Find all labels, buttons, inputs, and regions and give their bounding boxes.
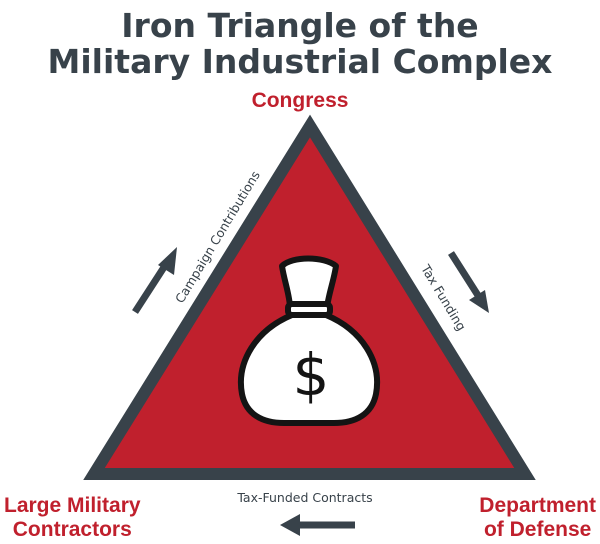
node-department-of-defense: Department of Defense — [479, 494, 596, 542]
arrow-up-right-icon — [132, 247, 177, 314]
node-dod-line-2: of Defense — [483, 518, 592, 541]
node-dod-line-1: Department — [479, 494, 596, 517]
arrow-left-icon — [280, 514, 355, 536]
arrow-down-right-icon — [448, 251, 489, 313]
title-line-2: Military Industrial Complex — [47, 42, 553, 81]
edge-label-tax-funded-contracts: Tax-Funded Contracts — [237, 490, 373, 505]
node-congress: Congress — [251, 89, 349, 112]
title-line-1: Iron Triangle of the — [121, 6, 479, 45]
money-bag-icon — [238, 255, 380, 426]
node-large-military-contractors: Large Military Contractors — [4, 494, 141, 542]
node-contractors-line-2: Contractors — [12, 518, 132, 541]
node-contractors-line-1: Large Military — [4, 494, 141, 517]
dollar-sign-icon: $ — [293, 341, 330, 409]
